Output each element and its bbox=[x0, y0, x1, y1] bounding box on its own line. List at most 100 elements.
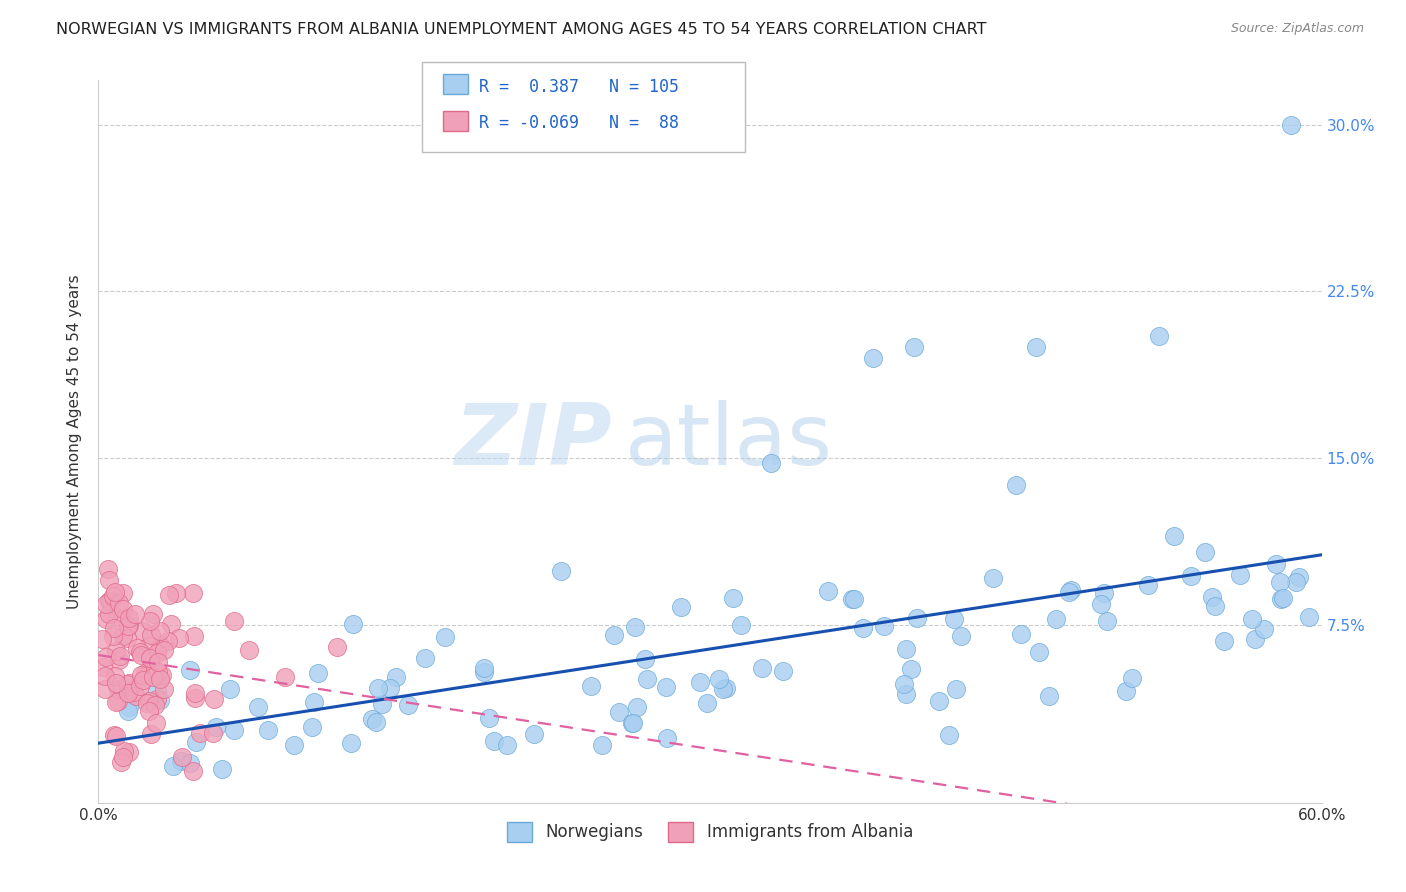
Point bbox=[132, 624, 155, 639]
Point bbox=[108, 649, 131, 664]
Point bbox=[103, 621, 125, 635]
Point bbox=[905, 610, 928, 624]
Point bbox=[146, 684, 169, 698]
Point bbox=[384, 670, 406, 684]
Point bbox=[111, 602, 134, 616]
Point bbox=[138, 694, 160, 708]
Point bbox=[181, 585, 204, 599]
Point bbox=[1136, 578, 1159, 592]
Point bbox=[112, 586, 135, 600]
Point bbox=[98, 607, 121, 621]
Point bbox=[340, 736, 363, 750]
Text: atlas: atlas bbox=[624, 400, 832, 483]
Point bbox=[707, 672, 730, 686]
Point bbox=[204, 721, 226, 735]
Point bbox=[146, 646, 169, 660]
Point bbox=[896, 687, 918, 701]
Point bbox=[609, 705, 631, 719]
Point bbox=[108, 652, 131, 666]
Point bbox=[181, 764, 204, 778]
Point bbox=[238, 642, 260, 657]
Point bbox=[104, 669, 127, 683]
Point bbox=[396, 698, 419, 713]
Point bbox=[117, 704, 139, 718]
Point bbox=[134, 665, 156, 680]
Point bbox=[495, 739, 517, 753]
Point bbox=[179, 663, 201, 677]
Point bbox=[413, 651, 436, 665]
Point bbox=[1045, 611, 1067, 625]
Point bbox=[141, 727, 163, 741]
Point bbox=[94, 598, 117, 612]
Point bbox=[1025, 340, 1047, 354]
Point bbox=[112, 744, 135, 758]
Point bbox=[1279, 118, 1302, 132]
Point bbox=[1253, 623, 1275, 637]
Point bbox=[184, 686, 207, 700]
Point bbox=[751, 661, 773, 675]
Point bbox=[1180, 569, 1202, 583]
Point bbox=[118, 675, 141, 690]
Text: R = -0.069   N =  88: R = -0.069 N = 88 bbox=[479, 114, 679, 132]
Point bbox=[1092, 586, 1115, 600]
Point bbox=[1028, 645, 1050, 659]
Point bbox=[1244, 632, 1267, 646]
Point bbox=[117, 686, 139, 700]
Point bbox=[1059, 584, 1081, 599]
Text: R =  0.387   N = 105: R = 0.387 N = 105 bbox=[479, 78, 679, 95]
Point bbox=[170, 754, 193, 768]
Point bbox=[283, 738, 305, 752]
Point bbox=[274, 670, 297, 684]
Point bbox=[326, 640, 349, 654]
Point bbox=[107, 682, 129, 697]
Point bbox=[1213, 634, 1236, 648]
Point bbox=[1121, 671, 1143, 685]
Point bbox=[202, 725, 225, 739]
Point bbox=[139, 614, 162, 628]
Point bbox=[1163, 529, 1185, 543]
Point bbox=[550, 564, 572, 578]
Point bbox=[302, 695, 325, 709]
Point bbox=[138, 650, 160, 665]
Point bbox=[104, 676, 127, 690]
Point bbox=[165, 586, 187, 600]
Point bbox=[153, 642, 176, 657]
Point bbox=[138, 704, 160, 718]
Point bbox=[1010, 627, 1032, 641]
Point bbox=[117, 619, 139, 633]
Point bbox=[118, 699, 141, 714]
Point bbox=[224, 614, 246, 628]
Point bbox=[149, 638, 172, 652]
Point bbox=[105, 643, 128, 657]
Point bbox=[1204, 599, 1226, 613]
Point bbox=[143, 698, 166, 712]
Point bbox=[142, 670, 165, 684]
Point bbox=[772, 664, 794, 678]
Y-axis label: Unemployment Among Ages 45 to 54 years: Unemployment Among Ages 45 to 54 years bbox=[67, 274, 83, 609]
Point bbox=[122, 685, 145, 699]
Point bbox=[1229, 567, 1251, 582]
Point bbox=[1060, 583, 1083, 598]
Point bbox=[621, 716, 644, 731]
Point bbox=[370, 698, 392, 712]
Point bbox=[172, 750, 194, 764]
Point bbox=[184, 690, 207, 705]
Point bbox=[183, 629, 205, 643]
Point bbox=[108, 596, 131, 610]
Point bbox=[873, 618, 896, 632]
Point bbox=[523, 727, 546, 741]
Point bbox=[145, 716, 167, 731]
Point bbox=[307, 666, 329, 681]
Point bbox=[367, 681, 389, 695]
Point bbox=[97, 594, 120, 608]
Point bbox=[301, 720, 323, 734]
Point bbox=[1147, 329, 1170, 343]
Point bbox=[138, 640, 160, 654]
Point bbox=[579, 679, 602, 693]
Point bbox=[162, 759, 184, 773]
Point bbox=[105, 610, 128, 624]
Point bbox=[1038, 689, 1060, 703]
Point bbox=[160, 617, 183, 632]
Point bbox=[105, 729, 128, 743]
Point bbox=[942, 612, 965, 626]
